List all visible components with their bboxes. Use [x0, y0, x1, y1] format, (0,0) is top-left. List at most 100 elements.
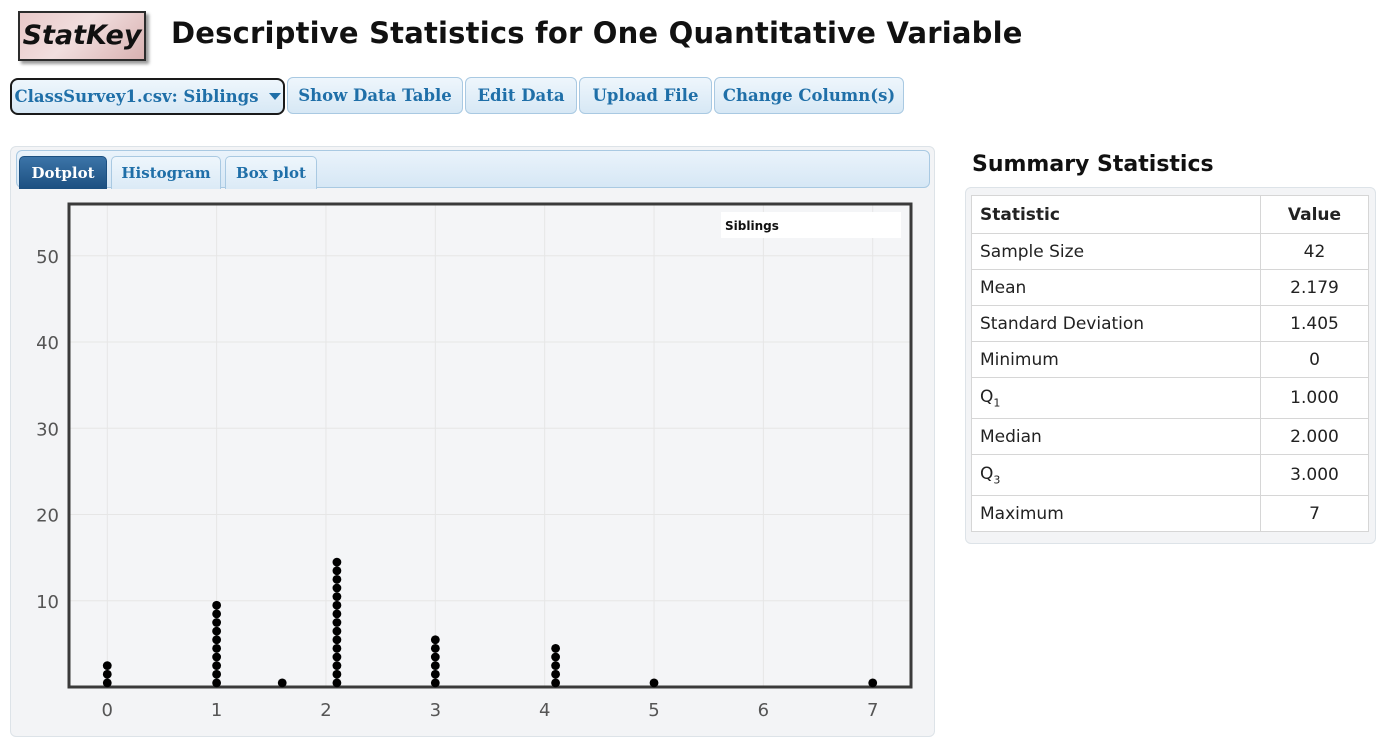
x-tick-label: 5: [648, 700, 659, 721]
stat-label: Sample Size: [971, 233, 1261, 270]
dot: [332, 609, 342, 619]
dot: [212, 626, 222, 636]
dot: [332, 566, 342, 576]
dataset-label: ClassSurvey1.csv: Siblings: [14, 87, 259, 106]
legend-label: Siblings: [725, 219, 779, 233]
stat-label: Minimum: [971, 341, 1261, 378]
dot: [212, 678, 222, 688]
stat-value: 2.179: [1260, 269, 1369, 306]
dot: [430, 643, 440, 653]
dot: [430, 661, 440, 671]
table-row: Minimum 0: [971, 341, 1369, 378]
x-tick-label: 3: [430, 700, 441, 721]
y-tick-label: 50: [36, 247, 59, 268]
dot: [332, 618, 342, 627]
dot: [332, 600, 342, 610]
dot: [332, 652, 342, 662]
dot: [551, 661, 561, 671]
dot: [277, 678, 287, 688]
stat-value: 3.000: [1260, 454, 1369, 496]
stat-label: Mean: [971, 269, 1261, 306]
dot: [212, 600, 222, 610]
stat-label: Maximum: [971, 495, 1261, 532]
dot: [430, 652, 440, 662]
plot-panel: Dotplot Histogram Box plot Siblings 0 1 2 3 4…: [10, 146, 935, 737]
summary-statistics-panel: Statistic Value Sample Size 42 Mean 2.17…: [965, 187, 1376, 544]
dot: [649, 678, 659, 688]
dot: [102, 678, 112, 688]
dot: [430, 635, 440, 645]
dot: [551, 643, 561, 653]
table-row: Median 2.000: [971, 418, 1369, 455]
dot: [430, 669, 440, 679]
upload-file-button[interactable]: Upload File: [579, 77, 712, 114]
x-tick-label: 1: [211, 700, 222, 721]
summary-statistics-title: Summary Statistics: [972, 152, 1214, 177]
tab-boxplot[interactable]: Box plot: [225, 156, 317, 189]
y-tick-label: 20: [36, 506, 59, 527]
plot-tab-bar: Dotplot Histogram Box plot: [16, 150, 930, 189]
dot: [332, 592, 342, 602]
dot: [212, 609, 222, 619]
statkey-logo[interactable]: StatKey: [18, 11, 146, 61]
y-tick-label: 10: [36, 592, 59, 613]
table-row: Sample Size 42: [971, 233, 1369, 270]
stat-label: Median: [971, 418, 1261, 455]
summary-table: Statistic Value Sample Size 42 Mean 2.17…: [971, 195, 1369, 532]
table-row: Standard Deviation 1.405: [971, 305, 1369, 342]
page-title: Descriptive Statistics for One Quantitat…: [171, 16, 1023, 50]
stat-label: Standard Deviation: [971, 305, 1261, 342]
x-tick-label: 0: [102, 700, 113, 721]
y-tick-label: 30: [36, 419, 59, 440]
stat-value: 1.000: [1260, 377, 1369, 419]
dot: [332, 583, 342, 593]
dot: [551, 678, 561, 688]
plot-area: [69, 204, 911, 687]
change-columns-button[interactable]: Change Column(s): [714, 77, 904, 114]
show-data-table-button[interactable]: Show Data Table: [287, 77, 463, 114]
stat-label-sub: 1: [993, 396, 1001, 410]
stat-value: 7: [1260, 495, 1369, 532]
x-tick-label: 2: [320, 700, 331, 721]
dot: [212, 643, 222, 653]
dot: [430, 678, 440, 688]
dot: [551, 669, 561, 679]
y-tick-label: 40: [36, 333, 59, 354]
dot: [102, 669, 112, 679]
dot: [332, 678, 342, 688]
dot: [332, 643, 342, 653]
table-row: Q3 3.000: [971, 454, 1369, 496]
table-row: Maximum 7: [971, 495, 1369, 532]
dot: [212, 661, 222, 671]
tab-histogram[interactable]: Histogram: [111, 156, 221, 189]
stat-label-sub: 3: [993, 473, 1001, 487]
x-tick-label: 7: [867, 700, 878, 721]
dot: [332, 661, 342, 671]
stat-label: Q1: [971, 377, 1261, 419]
dataset-select[interactable]: ClassSurvey1.csv: Siblings: [10, 78, 285, 115]
table-header-row: Statistic Value: [971, 195, 1369, 234]
edit-data-button[interactable]: Edit Data: [465, 77, 577, 114]
tab-dotplot[interactable]: Dotplot: [19, 156, 107, 189]
stat-label: Q3: [971, 454, 1261, 496]
dot: [212, 618, 222, 627]
dot: [102, 661, 112, 671]
legend-box: [721, 212, 901, 238]
table-row: Mean 2.179: [971, 269, 1369, 306]
dot: [868, 678, 878, 688]
dot: [332, 626, 342, 636]
plot-frame: [67, 202, 913, 689]
stat-value: 0: [1260, 341, 1369, 378]
header-value: Value: [1260, 195, 1369, 234]
dot: [212, 652, 222, 662]
stat-label-q: Q: [980, 463, 994, 484]
chevron-down-icon: [268, 93, 281, 100]
table-row: Q1 1.000: [971, 377, 1369, 419]
header-statistic: Statistic: [971, 195, 1261, 234]
dot: [332, 557, 342, 567]
dot: [212, 635, 222, 645]
dot: [332, 669, 342, 679]
stat-value: 2.000: [1260, 418, 1369, 455]
stat-value: 1.405: [1260, 305, 1369, 342]
stat-label-q: Q: [980, 386, 994, 407]
